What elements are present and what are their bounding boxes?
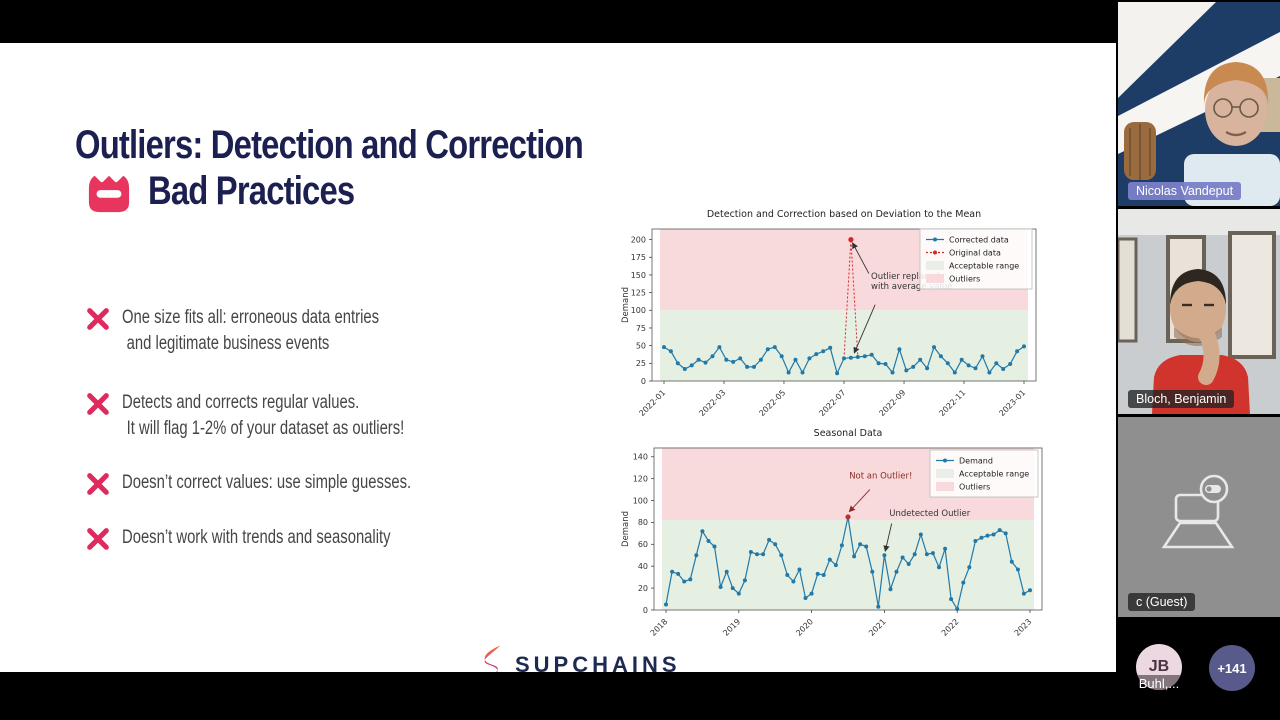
svg-text:2022-05: 2022-05 <box>757 388 787 418</box>
svg-text:2018: 2018 <box>649 617 670 638</box>
svg-text:150: 150 <box>631 271 646 280</box>
svg-text:Detection and Correction based: Detection and Correction based on Deviat… <box>707 209 981 220</box>
svg-text:Demand: Demand <box>621 287 631 323</box>
bullet-item: One size fits all: erroneous data entrie… <box>86 305 452 357</box>
x-mark-icon <box>87 308 109 330</box>
participant-name-tag: Nicolas Vandeput <box>1128 182 1242 200</box>
svg-text:2022-11: 2022-11 <box>937 388 967 418</box>
video-frame-nicolas <box>1118 2 1280 206</box>
svg-text:100: 100 <box>631 306 646 315</box>
svg-text:Outliers: Outliers <box>959 483 990 492</box>
participant-video-nicolas[interactable]: Nicolas Vandeput <box>1118 2 1280 206</box>
bullet-item: Doesn’t correct values: use simple guess… <box>86 470 493 496</box>
svg-text:Demand: Demand <box>621 511 631 547</box>
svg-text:0: 0 <box>641 377 646 386</box>
bullet-item: Detects and corrects regular values. It … <box>86 390 484 442</box>
bullet-item: Doesn’t work with trends and seasonality <box>86 525 466 551</box>
svg-text:80: 80 <box>638 518 648 527</box>
svg-text:2022-03: 2022-03 <box>697 388 727 418</box>
avatar-name-label: Buhl,... <box>1138 676 1180 691</box>
participant-name-tag: Bloch, Benjamin <box>1128 390 1235 408</box>
participant-name-tag: c (Guest) <box>1128 593 1196 611</box>
svg-text:2022-07: 2022-07 <box>817 388 847 418</box>
video-frame-benjamin <box>1118 209 1280 414</box>
x-mark-icon <box>87 528 109 550</box>
svg-text:Demand: Demand <box>959 457 993 466</box>
overflow-count: +141 <box>1217 660 1247 676</box>
svg-text:2019: 2019 <box>721 617 742 638</box>
slide-subtitle: Bad Practices <box>148 169 355 213</box>
bottom-letterbox: Nicolas Vandeput <box>0 672 1116 720</box>
avatar-label-band <box>1136 675 1182 690</box>
top-letterbox <box>0 0 1116 43</box>
svg-text:Undetected Outlier: Undetected Outlier <box>889 509 970 519</box>
svg-text:25: 25 <box>636 359 646 368</box>
participant-video-benjamin[interactable]: Bloch, Benjamin <box>1118 209 1280 414</box>
bullet-text: Doesn’t correct values: use simple guess… <box>122 472 412 493</box>
bullet-text: Doesn’t work with trends and seasonality <box>122 527 391 548</box>
svg-text:2022-09: 2022-09 <box>877 388 907 418</box>
participant-avatar-jb[interactable]: JB <box>1136 644 1182 690</box>
svg-text:20: 20 <box>638 584 648 593</box>
svg-text:75: 75 <box>636 324 646 333</box>
svg-text:Original data: Original data <box>949 249 1001 258</box>
overflow-participants-badge[interactable]: +141 <box>1209 645 1255 691</box>
svg-text:100: 100 <box>633 496 648 505</box>
presentation-slide: Outliers: Detection and Correction Bad P… <box>0 43 1116 685</box>
svg-text:2022: 2022 <box>940 617 961 638</box>
svg-text:60: 60 <box>638 540 648 549</box>
svg-text:200: 200 <box>631 235 646 244</box>
svg-text:140: 140 <box>633 453 648 462</box>
bullet-text: One size fits all: erroneous data entrie… <box>122 307 380 354</box>
slide-subtitle-row: Bad Practices <box>86 169 400 214</box>
slide-title: Outliers: Detection and Correction <box>75 123 584 167</box>
svg-text:2020: 2020 <box>794 617 815 638</box>
svg-text:0: 0 <box>643 606 648 615</box>
x-mark-icon <box>87 473 109 495</box>
svg-text:2023-01: 2023-01 <box>997 388 1027 418</box>
avatar-initials: JB <box>1148 658 1170 675</box>
svg-text:Acceptable range: Acceptable range <box>959 470 1029 479</box>
svg-text:Outliers: Outliers <box>949 275 980 284</box>
seasonal-data-chart: 0 20 40 60 80 100 120 140 2018 2019 2020 2021 2022 20… <box>616 424 1050 638</box>
svg-text:2021: 2021 <box>867 617 888 638</box>
name-badge-icon <box>88 175 130 212</box>
svg-text:Corrected data: Corrected data <box>949 236 1009 245</box>
svg-text:175: 175 <box>631 253 646 262</box>
svg-text:40: 40 <box>638 562 648 571</box>
room-camera-icon <box>1118 417 1280 617</box>
svg-text:Not an Outlier!: Not an Outlier! <box>849 472 912 482</box>
svg-text:120: 120 <box>633 474 648 483</box>
svg-text:2022-01: 2022-01 <box>637 388 667 418</box>
participants-sidebar: Nicolas Vandeput Bloch, Benjamin <box>1116 0 1280 720</box>
svg-text:2023: 2023 <box>1013 617 1034 638</box>
bullet-text: Detects and corrects regular values. It … <box>122 392 405 439</box>
svg-text:Seasonal Data: Seasonal Data <box>814 428 883 439</box>
svg-text:Acceptable range: Acceptable range <box>949 262 1019 271</box>
svg-text:125: 125 <box>631 288 646 297</box>
svg-text:50: 50 <box>636 341 646 350</box>
participant-video-guest[interactable]: c (Guest) <box>1118 417 1280 617</box>
x-mark-icon <box>87 393 109 415</box>
deviation-correction-chart: 0 25 50 75 100 125 150 175 200 2022-01 2022-03 2022… <box>616 199 1042 423</box>
